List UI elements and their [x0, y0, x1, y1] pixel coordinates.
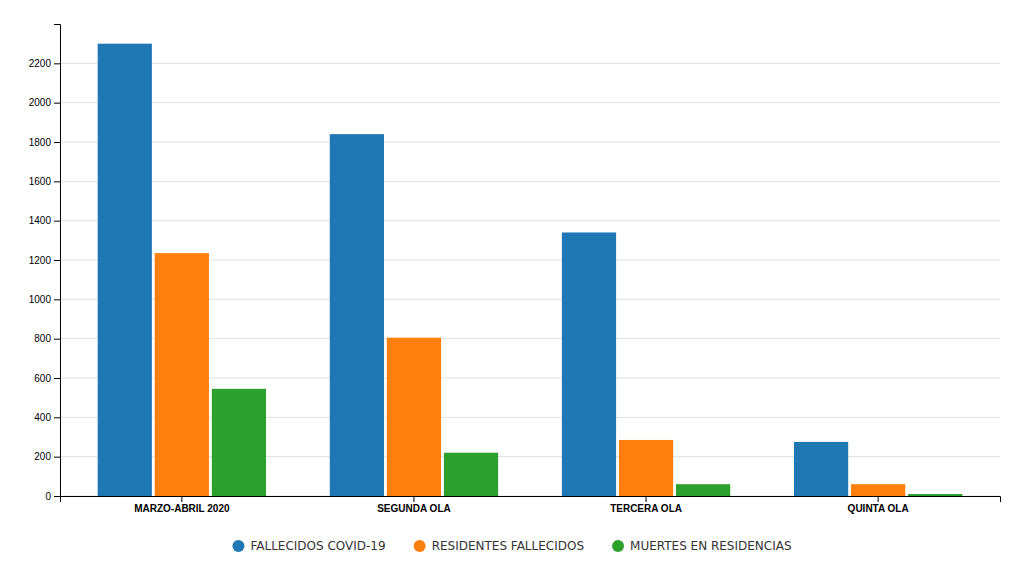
legend-item: RESIDENTES FALLECIDOS: [414, 539, 584, 553]
legend-marker: [232, 540, 244, 552]
legend-item: FALLECIDOS COVID-19: [232, 539, 385, 553]
grid: [60, 63, 1000, 496]
y-tick-label: 2000: [29, 97, 52, 108]
y-tick: 1400: [29, 215, 60, 226]
y-tick: 400: [34, 412, 60, 423]
y-tick-label: 1600: [29, 176, 52, 187]
y-tick-mark: [54, 221, 60, 222]
grid-line: [60, 181, 1000, 182]
bar: [155, 253, 209, 496]
y-tick: 200: [34, 451, 60, 462]
y-tick-mark: [54, 63, 60, 64]
y-tick-mark: [54, 417, 60, 418]
y-tick-label: 1200: [29, 255, 52, 266]
y-tick-mark: [54, 103, 60, 104]
y-axis: 0 200 400 600 800 1000 1200 1400 1600 1800 2000 220…: [29, 25, 61, 502]
bar: [98, 44, 152, 496]
x-axis: MARZO-ABRIL 2020 SEGUNDA OLA TERCERA OLA QU…: [61, 496, 1001, 514]
legend: FALLECIDOS COVID-19 RESIDENTES FALLECIDOS…: [232, 539, 791, 553]
y-tick-label: 400: [34, 412, 51, 423]
y-tick: 800: [34, 333, 60, 344]
y-tick: 2200: [29, 58, 60, 69]
bar-series: [98, 44, 849, 496]
y-tick-label: 800: [34, 333, 51, 344]
y-tick-label: 2200: [29, 58, 52, 69]
bar: [212, 389, 266, 496]
y-tick: 1800: [29, 137, 60, 148]
legend-label: FALLECIDOS COVID-19: [250, 539, 385, 553]
x-tick: TERCERA OLA: [610, 496, 682, 514]
bar: [851, 484, 905, 496]
y-tick-mark: [54, 457, 60, 458]
bar: [794, 442, 848, 496]
x-axis-line: [61, 497, 1001, 503]
grid-line: [60, 102, 1000, 103]
bar: [444, 453, 498, 496]
y-tick: 1200: [29, 255, 60, 266]
y-tick-mark: [54, 339, 60, 340]
bar-series: [155, 253, 906, 496]
legend-marker: [612, 540, 624, 552]
y-tick-label: 200: [34, 451, 51, 462]
x-tick-label: TERCERA OLA: [610, 503, 682, 514]
x-tick-mark: [413, 496, 414, 502]
y-tick-label: 0: [45, 491, 51, 502]
y-axis-line: [54, 25, 61, 497]
y-tick-mark: [54, 496, 60, 497]
bar: [619, 440, 673, 496]
x-tick-mark: [181, 496, 182, 502]
plot: 0 200 400 600 800 1000 1200 1400 1600 1800 2000 220…: [29, 25, 1001, 515]
grid-line: [60, 63, 1000, 64]
y-tick-label: 1800: [29, 137, 52, 148]
bar-series: [212, 389, 963, 496]
x-tick: MARZO-ABRIL 2020: [134, 496, 230, 514]
legend-label: RESIDENTES FALLECIDOS: [432, 539, 584, 553]
bar: [562, 232, 616, 496]
bar: [908, 494, 962, 496]
bar: [676, 484, 730, 496]
y-tick-mark: [54, 142, 60, 143]
y-tick: 1600: [29, 176, 60, 187]
y-tick: 600: [34, 373, 60, 384]
y-tick: 2000: [29, 97, 60, 108]
x-tick: SEGUNDA OLA: [377, 496, 451, 514]
y-tick-mark: [54, 299, 60, 300]
x-tick-mark: [646, 496, 647, 502]
legend-item: MUERTES EN RESIDENCIAS: [612, 539, 792, 553]
bar: [387, 338, 441, 496]
chart: 0 200 400 600 800 1000 1200 1400 1600 1800 2000 220…: [0, 0, 1024, 576]
y-tick-mark: [54, 260, 60, 261]
y-tick-label: 600: [34, 373, 51, 384]
grid-line: [60, 220, 1000, 221]
x-tick: QUINTA OLA: [848, 496, 909, 514]
grid-line: [60, 142, 1000, 143]
x-tick-label: QUINTA OLA: [848, 503, 909, 514]
bars: [98, 44, 963, 496]
bar: [330, 134, 384, 496]
y-tick-label: 1000: [29, 294, 52, 305]
y-tick-mark: [54, 181, 60, 182]
x-tick-label: SEGUNDA OLA: [377, 503, 451, 514]
x-tick-mark: [878, 496, 879, 502]
y-tick: 0: [45, 491, 60, 502]
x-tick-label: MARZO-ABRIL 2020: [134, 503, 230, 514]
y-tick: 1000: [29, 294, 60, 305]
y-tick-mark: [54, 378, 60, 379]
y-tick-label: 1400: [29, 215, 52, 226]
legend-marker: [414, 540, 426, 552]
legend-label: MUERTES EN RESIDENCIAS: [630, 539, 792, 553]
